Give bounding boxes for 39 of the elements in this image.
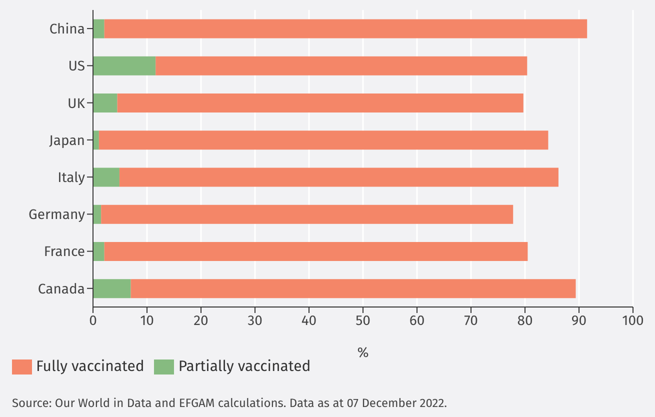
bar: [119, 168, 558, 187]
x-tick-label: 20: [194, 312, 209, 329]
bar: [93, 130, 99, 150]
y-tick-label: US: [68, 58, 86, 75]
y-tick-label: France: [44, 243, 85, 260]
y-tick-label: Japan: [49, 132, 85, 149]
x-tick-label: 70: [464, 312, 478, 329]
bar: [104, 19, 588, 38]
bar: [98, 130, 548, 150]
y-tick-label: UK: [67, 94, 86, 112]
x-tick-label: 100: [622, 312, 644, 329]
source-note: Source: Our World in Data and EFGAM calculations. Data as at 07 December 2022.: [12, 397, 448, 411]
bar: [130, 279, 576, 298]
bar: [93, 279, 131, 298]
y-tick-label: Canada: [38, 280, 85, 298]
bar: [93, 242, 104, 261]
bar: [117, 94, 524, 113]
bar: [156, 56, 528, 76]
x-tick-label: 40: [301, 312, 317, 329]
x-tick-label: 30: [248, 312, 263, 329]
bar: [104, 242, 528, 261]
bar: [93, 204, 102, 224]
x-tick-label: 60: [409, 312, 425, 329]
x-axis-title: %: [357, 344, 369, 361]
bar: [93, 94, 118, 113]
bar: [93, 168, 120, 187]
bar: [101, 204, 514, 224]
legend-label: Fully vaccinated: [36, 356, 144, 375]
y-tick-label: Germany: [28, 206, 86, 224]
x-tick-label: 0: [89, 312, 98, 329]
bar: [93, 19, 104, 38]
y-tick-label: China: [49, 20, 85, 38]
x-tick-label: 10: [140, 312, 154, 329]
x-tick-label: 80: [517, 312, 533, 329]
bar: [93, 56, 156, 76]
y-tick-label: Italy: [58, 169, 86, 186]
legend-label: Partially vaccinated: [178, 356, 311, 375]
x-tick-label: 50: [356, 312, 371, 329]
x-tick-label: 90: [571, 312, 587, 329]
